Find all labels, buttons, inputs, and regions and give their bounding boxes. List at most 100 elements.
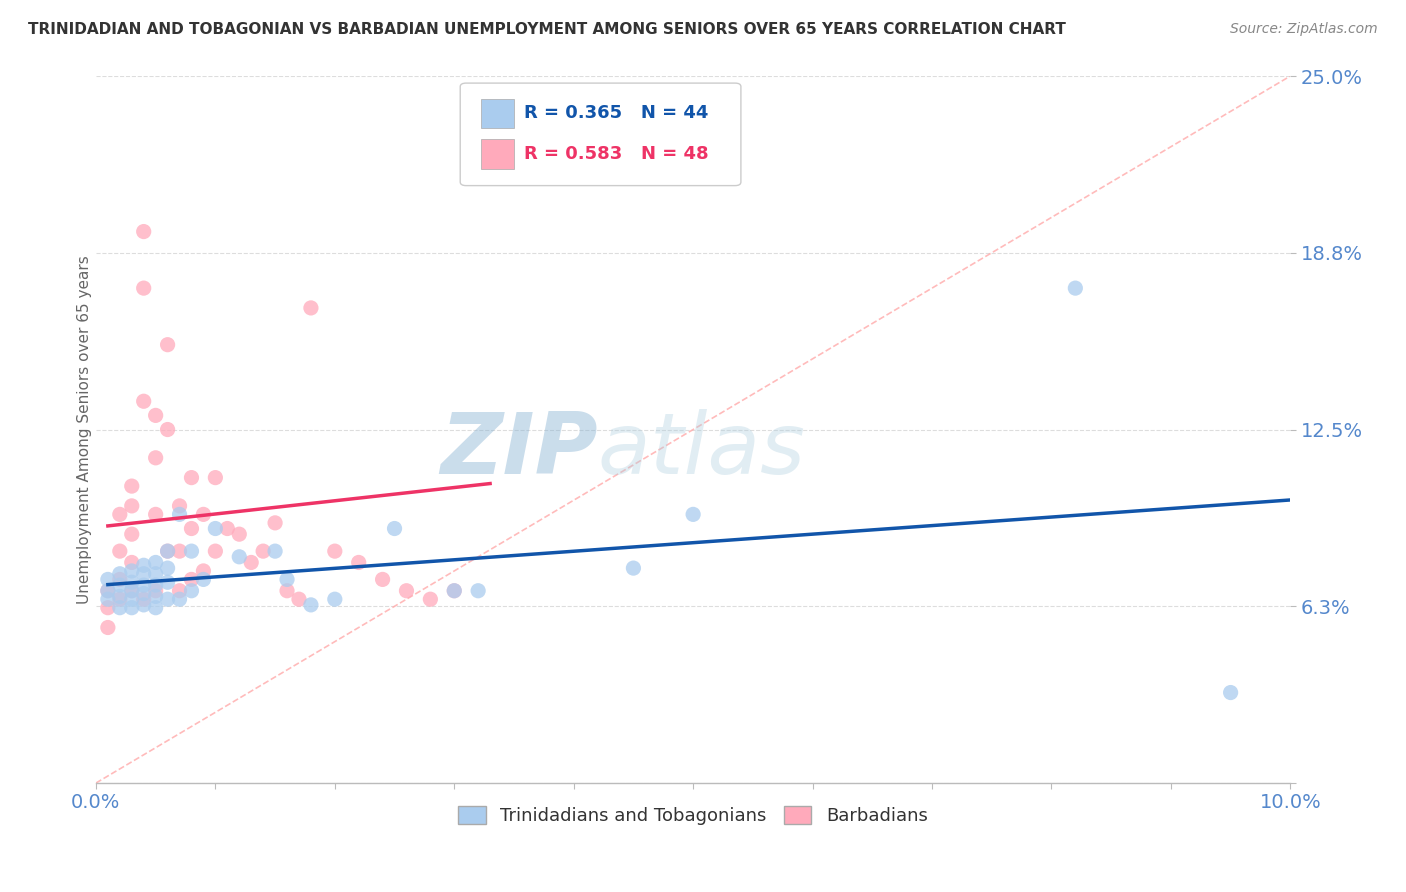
Point xyxy=(145,578,167,592)
Point xyxy=(682,508,704,522)
Point xyxy=(121,583,143,598)
Point xyxy=(121,592,143,607)
Point xyxy=(156,337,179,351)
Point xyxy=(121,575,143,590)
Point xyxy=(132,578,155,592)
Point xyxy=(443,583,465,598)
Point xyxy=(180,522,202,536)
Point xyxy=(145,583,167,598)
Point xyxy=(132,586,155,600)
Point xyxy=(97,620,120,634)
Point xyxy=(252,544,274,558)
Point xyxy=(443,583,465,598)
Point xyxy=(217,522,239,536)
Point xyxy=(169,592,191,607)
Point xyxy=(180,573,202,587)
Text: TRINIDADIAN AND TOBAGONIAN VS BARBADIAN UNEMPLOYMENT AMONG SENIORS OVER 65 YEARS: TRINIDADIAN AND TOBAGONIAN VS BARBADIAN … xyxy=(28,22,1066,37)
Point xyxy=(228,527,250,541)
Point xyxy=(193,564,215,578)
Point xyxy=(1064,281,1087,295)
FancyBboxPatch shape xyxy=(481,139,515,169)
Point xyxy=(145,566,167,581)
Point xyxy=(204,544,226,558)
Point xyxy=(1219,685,1241,699)
Point xyxy=(132,592,155,607)
Point xyxy=(276,573,298,587)
Point xyxy=(132,281,155,295)
Point xyxy=(180,470,202,484)
Point xyxy=(228,549,250,564)
Point xyxy=(384,522,406,536)
Point xyxy=(156,544,179,558)
Point xyxy=(299,598,322,612)
Point xyxy=(264,516,287,530)
Point xyxy=(193,508,215,522)
Point xyxy=(97,573,120,587)
Point xyxy=(121,564,143,578)
Point xyxy=(623,561,645,575)
Point xyxy=(132,394,155,409)
Point xyxy=(156,561,179,575)
Point xyxy=(288,592,311,607)
Point xyxy=(169,499,191,513)
Point xyxy=(467,583,489,598)
Point xyxy=(323,592,346,607)
Point xyxy=(169,508,191,522)
Legend: Trinidadians and Tobagonians, Barbadians: Trinidadians and Tobagonians, Barbadians xyxy=(450,797,936,834)
Point xyxy=(145,600,167,615)
Point xyxy=(156,592,179,607)
Point xyxy=(108,573,131,587)
Point xyxy=(145,556,167,570)
Point xyxy=(169,583,191,598)
Point xyxy=(180,544,202,558)
Point xyxy=(479,97,502,112)
Point xyxy=(145,409,167,423)
FancyBboxPatch shape xyxy=(460,83,741,186)
Point xyxy=(395,583,418,598)
FancyBboxPatch shape xyxy=(481,99,515,128)
Point xyxy=(132,598,155,612)
Point xyxy=(108,600,131,615)
Point xyxy=(108,544,131,558)
Point xyxy=(299,301,322,315)
Point xyxy=(121,556,143,570)
Point xyxy=(276,583,298,598)
Point xyxy=(347,556,370,570)
Point xyxy=(97,583,120,598)
Point xyxy=(121,600,143,615)
Point xyxy=(156,575,179,590)
Point xyxy=(121,527,143,541)
Point xyxy=(108,578,131,592)
Text: R = 0.583   N = 48: R = 0.583 N = 48 xyxy=(523,145,709,163)
Text: ZIP: ZIP xyxy=(440,409,598,492)
Point xyxy=(97,583,120,598)
Point xyxy=(371,573,394,587)
Point xyxy=(193,573,215,587)
Point xyxy=(264,544,287,558)
Point xyxy=(240,556,263,570)
Point xyxy=(132,225,155,239)
Point xyxy=(204,470,226,484)
Point xyxy=(121,499,143,513)
Point xyxy=(180,583,202,598)
Point xyxy=(145,590,167,604)
Point xyxy=(97,592,120,607)
Point xyxy=(121,479,143,493)
Point xyxy=(132,558,155,573)
Point xyxy=(108,590,131,604)
Y-axis label: Unemployment Among Seniors over 65 years: Unemployment Among Seniors over 65 years xyxy=(77,255,93,604)
Text: atlas: atlas xyxy=(598,409,806,492)
Point xyxy=(108,592,131,607)
Point xyxy=(121,583,143,598)
Point xyxy=(323,544,346,558)
Point xyxy=(108,566,131,581)
Point xyxy=(156,423,179,437)
Point xyxy=(108,508,131,522)
Point xyxy=(145,450,167,465)
Text: R = 0.365   N = 44: R = 0.365 N = 44 xyxy=(523,104,707,122)
Text: Source: ZipAtlas.com: Source: ZipAtlas.com xyxy=(1230,22,1378,37)
Point xyxy=(132,566,155,581)
Point xyxy=(156,544,179,558)
Point xyxy=(97,600,120,615)
Point xyxy=(145,508,167,522)
